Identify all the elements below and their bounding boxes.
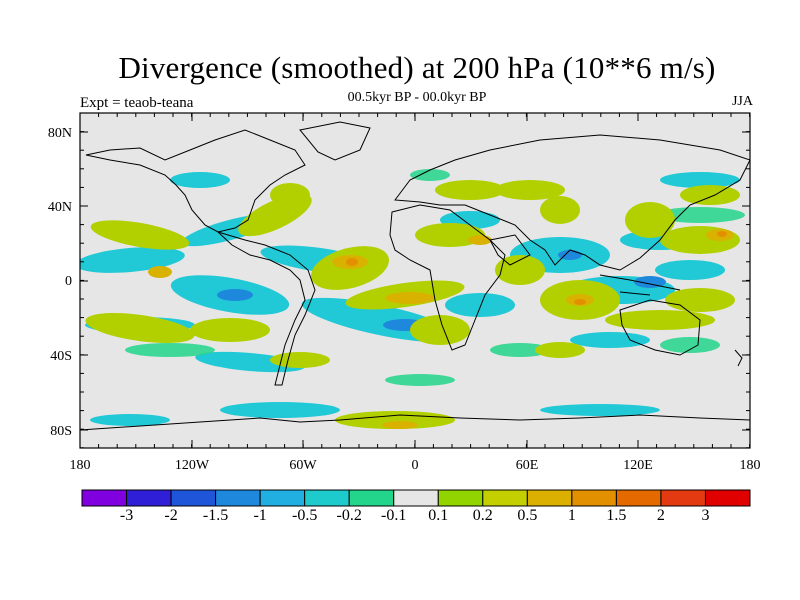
experiment-label: Expt = teaob-teana (80, 95, 194, 111)
colorbar-swatch (437, 489, 484, 507)
season-label: JJA (731, 94, 753, 109)
longitude-axis: 180 120W 60W 0 60E 120E 180 (70, 458, 761, 473)
colorbar-label: 0.2 (472, 507, 493, 524)
colorbar-label: -1.5 (202, 507, 229, 524)
colorbar-swatch (170, 489, 217, 507)
colorbar-label: 3 (701, 507, 710, 524)
colorbar-label: -0.1 (381, 507, 407, 524)
colorbar-swatch (704, 489, 751, 507)
period-label: 00.5kyr BP - 00.0kyr BP (347, 90, 487, 105)
lon-label: 60W (289, 458, 317, 473)
colorbar-swatch (615, 489, 662, 507)
colorbar-swatch (304, 489, 350, 507)
colorbar-label: 0.1 (428, 507, 449, 524)
colorbar-label: 1.5 (606, 507, 627, 524)
colorbar-swatch (215, 489, 261, 507)
colorbar-label: -0.2 (336, 507, 362, 524)
colorbar-swatch (660, 489, 706, 507)
colorbar-swatch (482, 489, 528, 507)
colorbar-swatch (259, 489, 306, 507)
lon-label: 120E (623, 458, 653, 473)
map-title: Divergence (smoothed) at 200 hPa (10**6 … (118, 50, 716, 85)
lon-label: 180 (740, 458, 761, 473)
lat-label: 40S (50, 349, 72, 364)
colorbar-swatch (81, 489, 128, 507)
lon-label: 60E (516, 458, 539, 473)
colorbar-swatch (126, 489, 172, 507)
colorbar-swatch (571, 489, 617, 507)
lon-label: 120W (175, 458, 210, 473)
colorbar-label: -0.5 (291, 507, 318, 524)
colorbar-swatch (348, 489, 395, 507)
coastlines (80, 121, 750, 431)
weak-negative-regions (125, 169, 745, 386)
peak-positive-regions (346, 231, 727, 305)
positive-regions (85, 180, 740, 429)
lat-label: 0 (65, 274, 72, 289)
lon-label: 180 (70, 458, 91, 473)
lon-label: 0 (412, 458, 419, 473)
colorbar (81, 489, 751, 507)
lat-label: 80N (48, 126, 72, 141)
axis-ticks (79, 113, 751, 449)
colorbar-swatch (526, 489, 573, 507)
colorbar-swatch (393, 489, 439, 507)
divergence-field (80, 121, 750, 431)
lat-label: 80S (50, 424, 72, 439)
colorbar-label: -1 (253, 507, 267, 524)
lat-label: 40N (48, 200, 72, 215)
latitude-axis: 80N 40N 0 40S 80S (48, 126, 72, 439)
colorbar-label: 0.5 (517, 507, 538, 524)
colorbar-label: 2 (656, 507, 665, 524)
colorbar-label: -3 (119, 507, 134, 524)
colorbar-label: -2 (164, 507, 178, 524)
colorbar-label: 1 (567, 507, 576, 524)
